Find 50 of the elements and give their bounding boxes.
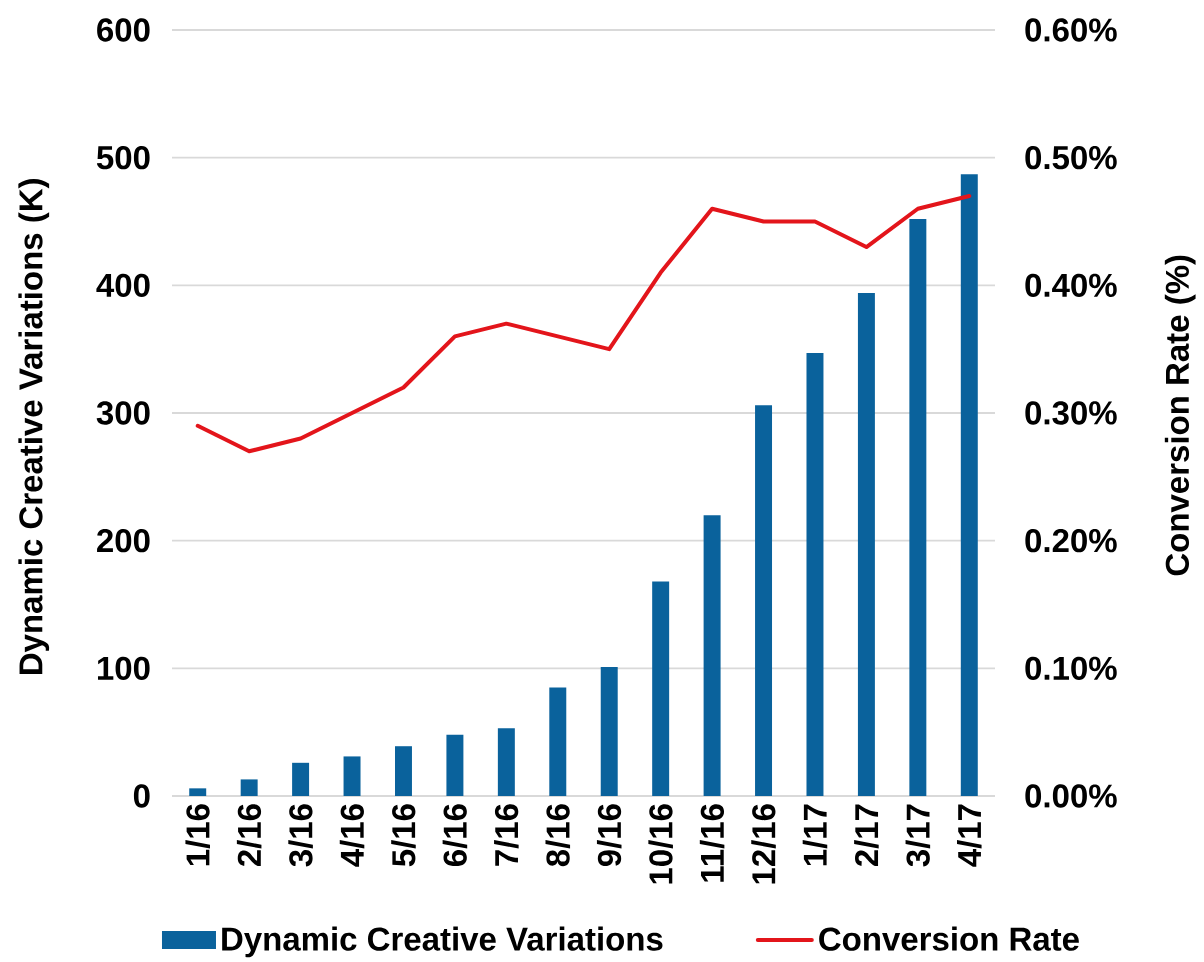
bar bbox=[600, 667, 618, 796]
x-tick-label: 5/16 bbox=[391, 804, 416, 867]
legend-label: Dynamic Creative Variations bbox=[222, 926, 663, 958]
y2-tick-label: 0.20% bbox=[1025, 528, 1117, 553]
x-tick-label: 1/16 bbox=[185, 804, 210, 866]
bar bbox=[755, 405, 773, 796]
bar bbox=[806, 353, 824, 796]
bar bbox=[189, 788, 207, 796]
x-tick-label: 1/17 bbox=[802, 804, 828, 866]
y-tick-label: 300 bbox=[96, 401, 150, 425]
x-tick-label: 4/16 bbox=[339, 804, 365, 867]
legend-label: Conversion Rate bbox=[819, 926, 1079, 951]
y2-tick-label: 0.10% bbox=[1025, 656, 1117, 680]
y2-tick-label: 0.40% bbox=[1025, 273, 1117, 298]
bar bbox=[497, 728, 515, 796]
x-tick-label: 8/16 bbox=[545, 804, 571, 867]
x-tick-label: 6/16 bbox=[442, 804, 468, 867]
x-tick-label: 12/16 bbox=[751, 804, 776, 884]
y-tick-label: 0 bbox=[133, 784, 150, 808]
y-tick-label: 400 bbox=[96, 273, 150, 298]
x-tick-label: 9/16 bbox=[596, 804, 622, 867]
bar bbox=[549, 687, 567, 796]
y2-tick-label: 0.00% bbox=[1025, 784, 1117, 808]
y-tick-label: 600 bbox=[97, 18, 150, 42]
y-tick-label: 500 bbox=[96, 146, 150, 170]
x-tick-label: 2/16 bbox=[236, 804, 262, 867]
bar bbox=[703, 515, 721, 796]
x-tick-label: 11/16 bbox=[699, 804, 725, 882]
y2-tick-label: 0.60% bbox=[1025, 18, 1117, 42]
x-tick-label: 4/17 bbox=[957, 804, 982, 867]
bar bbox=[343, 756, 361, 796]
x-tick-label: 3/17 bbox=[905, 804, 931, 867]
x-tick-label: 3/16 bbox=[288, 804, 313, 867]
x-tick-label: 2/17 bbox=[854, 804, 879, 867]
y-tick-label: 100 bbox=[97, 656, 150, 681]
x-tick-label: 7/16 bbox=[494, 804, 519, 866]
bar bbox=[394, 746, 412, 796]
bar bbox=[857, 292, 875, 796]
y2-tick-label: 0.30% bbox=[1025, 401, 1117, 425]
bar bbox=[240, 779, 258, 796]
y2-tick-label: 0.50% bbox=[1025, 145, 1117, 170]
y-axis-title: Dynamic Creative Variations (K) bbox=[18, 179, 50, 674]
y2-axis-title: Conversion Rate (%) bbox=[1164, 255, 1196, 576]
bar bbox=[652, 581, 670, 796]
bar bbox=[292, 762, 310, 796]
bar bbox=[446, 734, 464, 796]
x-tick-label: 10/16 bbox=[648, 804, 673, 884]
bar bbox=[909, 218, 927, 796]
y-tick-label: 200 bbox=[97, 529, 150, 553]
bar bbox=[960, 174, 978, 796]
